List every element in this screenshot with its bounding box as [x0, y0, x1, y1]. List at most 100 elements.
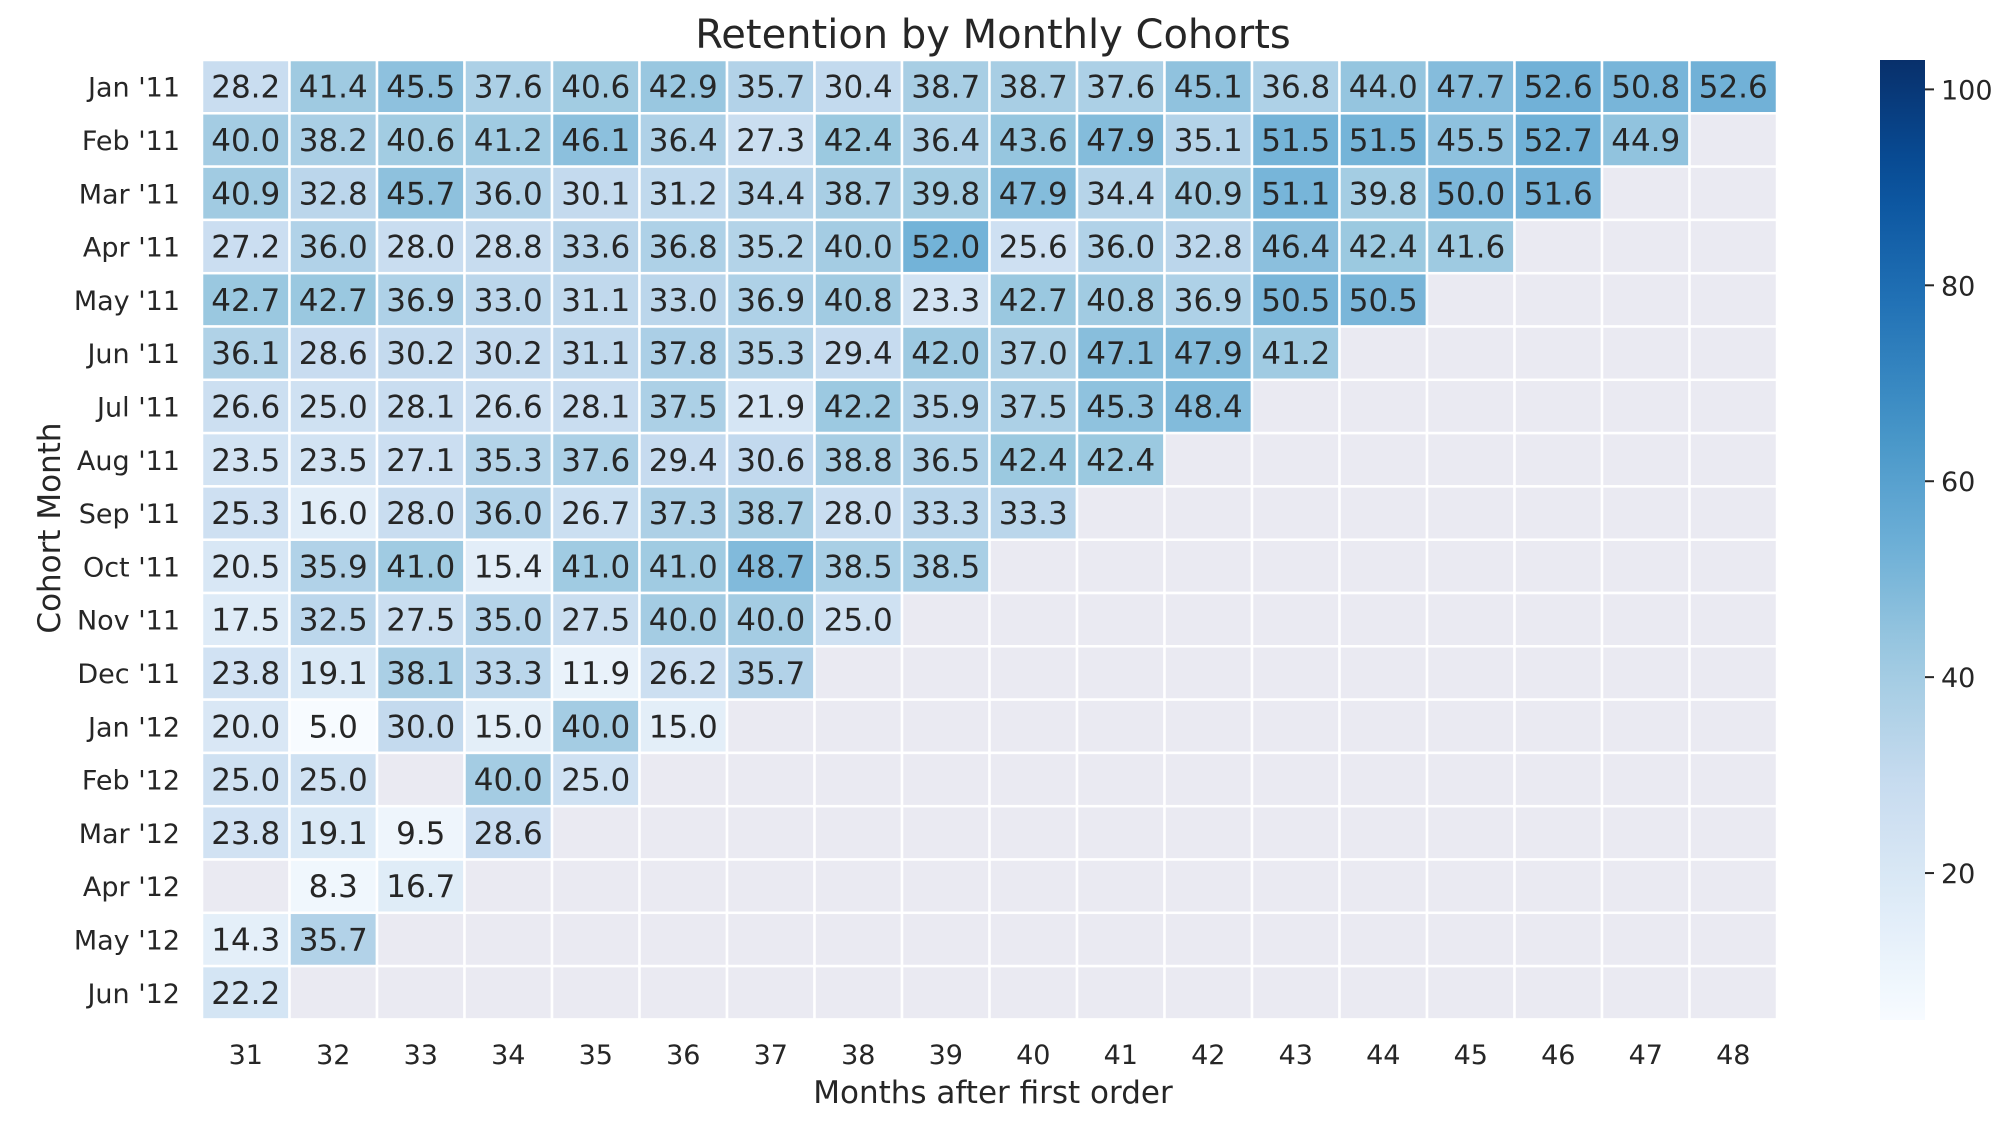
heatmap-cell: [813, 58, 904, 115]
heatmap-cell: [725, 858, 816, 915]
cell-value-label: 51.1: [1261, 176, 1330, 212]
heatmap-cell: [1513, 485, 1604, 541]
heatmap-cell: [200, 325, 291, 382]
heatmap-cell: [988, 964, 1079, 1021]
cell-value-label: 8.3: [309, 869, 358, 905]
heatmap-cell: [1425, 218, 1516, 275]
y-tick-label: Mar '11: [79, 179, 180, 210]
heatmap-cell: [1338, 58, 1429, 115]
cell-value-label: 36.9: [386, 283, 455, 319]
heatmap-cell: [200, 58, 291, 115]
heatmap-cell: [638, 485, 729, 541]
cell-value-label: 44.9: [1611, 123, 1680, 159]
y-tick-label: Jan '12: [86, 712, 180, 743]
cell-value-label: 42.7: [299, 283, 368, 319]
heatmap-cell: [725, 271, 816, 328]
heatmap-cell: [1600, 431, 1691, 488]
cell-value-label: 35.1: [1174, 123, 1243, 159]
heatmap-cell: [900, 964, 991, 1021]
cell-value-label: 41.6: [1436, 230, 1505, 266]
cell-value-label: 31.1: [561, 336, 630, 372]
heatmap-cell: [1338, 485, 1429, 541]
y-tick-label: Apr '12: [83, 872, 180, 903]
heatmap-cell: [1075, 325, 1166, 382]
cell-value-label: 25.6: [999, 230, 1068, 266]
cell-value-label: 50.8: [1611, 70, 1680, 106]
x-tick-label: 41: [1104, 1040, 1138, 1071]
cell-value-label: 30.4: [824, 70, 893, 106]
cell-value-label: 42.4: [824, 123, 893, 159]
heatmap-cell: [288, 112, 379, 168]
heatmap-cell: [463, 645, 554, 701]
heatmap-cell: [1513, 645, 1604, 701]
cell-value-label: 23.8: [211, 656, 280, 692]
heatmap-cell: [200, 538, 291, 595]
cell-value-label: 37.0: [999, 336, 1068, 372]
cell-value-label: 23.3: [911, 283, 980, 319]
heatmap-cell: [1600, 858, 1691, 915]
heatmap-cell: [1688, 112, 1779, 168]
cell-value-label: 31.1: [561, 283, 630, 319]
cell-value-label: 45.5: [386, 70, 455, 106]
cell-value-label: 40.0: [736, 603, 805, 639]
cell-value-label: 47.9: [1086, 123, 1155, 159]
cell-value-label: 22.2: [211, 976, 280, 1012]
x-tick-label: 33: [404, 1040, 438, 1071]
cell-value-label: 42.2: [824, 389, 893, 425]
x-tick-label: 37: [754, 1040, 788, 1071]
heatmap-cell: [1075, 271, 1166, 328]
heatmap-cell: [1425, 911, 1516, 968]
cell-value-label: 28.6: [474, 816, 543, 852]
cell-value-label: 30.0: [386, 709, 455, 745]
heatmap-cell: [725, 591, 816, 648]
cell-value-label: 36.1: [211, 336, 280, 372]
cell-value-label: 47.9: [1174, 336, 1243, 372]
heatmap-cell: [550, 325, 641, 382]
heatmap-cell: [375, 751, 466, 808]
heatmap-cell: [1600, 591, 1691, 648]
heatmap-cell: [1425, 378, 1516, 435]
cell-value-label: 38.1: [386, 656, 455, 692]
heatmap-cell: [1600, 538, 1691, 595]
heatmap-cell: [1075, 538, 1166, 595]
heatmap-cell: [1425, 858, 1516, 915]
heatmap-cell: [1163, 804, 1254, 861]
cell-value-label: 38.7: [824, 176, 893, 212]
cell-value-label: 52.6: [1699, 70, 1768, 106]
heatmap-cell: [1688, 58, 1779, 115]
cell-value-label: 38.8: [824, 443, 893, 479]
cell-value-label: 42.4: [999, 443, 1068, 479]
heatmap-cell: [1688, 165, 1779, 222]
cell-value-label: 36.0: [474, 496, 543, 532]
cell-value-label: 52.7: [1524, 123, 1593, 159]
heatmap-cell: [1688, 751, 1779, 808]
heatmap-cell: [1513, 218, 1604, 275]
cell-value-label: 39.8: [1349, 176, 1418, 212]
heatmap-cell: [1338, 325, 1429, 382]
cell-value-label: 51.5: [1349, 123, 1418, 159]
cell-value-label: 37.6: [474, 70, 543, 106]
y-tick-label: Oct '11: [83, 552, 180, 583]
heatmap-cell: [288, 804, 379, 861]
heatmap-cell: [813, 325, 904, 382]
heatmap-cell: [813, 218, 904, 275]
heatmap-cell: [725, 165, 816, 222]
cell-value-label: 46.1: [561, 123, 630, 159]
heatmap-cell: [463, 964, 554, 1021]
heatmap-cell: [1600, 964, 1691, 1021]
heatmap-cell: [1075, 964, 1166, 1021]
heatmap-cell: [1600, 485, 1691, 541]
heatmap-cell: [1425, 485, 1516, 541]
x-tick-label: 42: [1191, 1040, 1225, 1071]
x-tick-label: 36: [666, 1040, 700, 1071]
heatmap-cell: [1600, 165, 1691, 222]
heatmap-cell: [1250, 911, 1341, 968]
cell-value-label: 34.4: [1086, 176, 1155, 212]
cell-value-label: 25.0: [211, 763, 280, 799]
cell-value-label: 27.2: [211, 230, 280, 266]
cell-value-label: 41.4: [299, 70, 368, 106]
heatmap-cell: [200, 271, 291, 328]
heatmap-cell: [813, 698, 904, 755]
heatmap-cell: [1250, 538, 1341, 595]
